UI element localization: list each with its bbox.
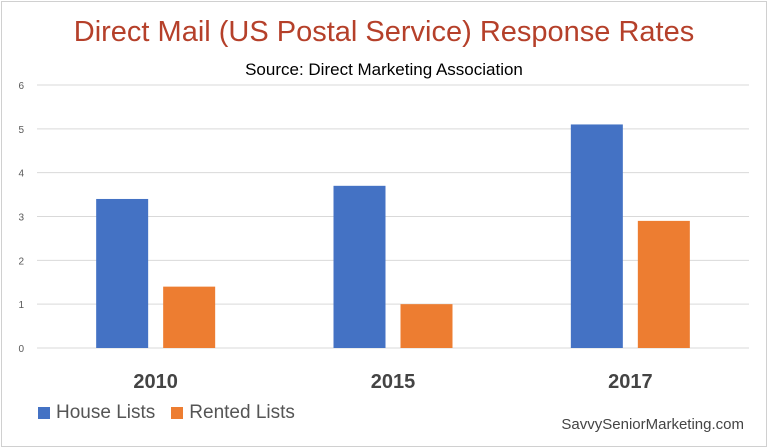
y-tick-label: 6 xyxy=(18,81,24,92)
bar-rented-lists-2010 xyxy=(163,286,216,348)
legend-item-rented-lists: Rented Lists xyxy=(171,402,295,424)
legend-label: Rented Lists xyxy=(189,402,295,423)
legend-label: House Lists xyxy=(56,402,156,423)
legend-swatch-house-lists xyxy=(38,407,50,419)
legend-swatch-rented-lists xyxy=(171,407,184,419)
chart-subtitle: Source: Direct Marketing Association xyxy=(245,60,523,79)
y-tick-label: 1 xyxy=(18,300,24,311)
y-tick-label: 3 xyxy=(18,213,24,224)
credit-text: SavvySeniorMarketing.com xyxy=(561,416,744,433)
bar-rented-lists-2017 xyxy=(637,220,690,348)
bar-rented-lists-2015 xyxy=(400,304,453,348)
x-tick-label: 2010 xyxy=(133,371,178,393)
bar-house-lists-2015 xyxy=(333,185,386,348)
x-tick-label: 2015 xyxy=(371,371,416,393)
y-tick-label: 2 xyxy=(18,256,24,267)
y-tick-label: 4 xyxy=(18,169,24,180)
bar-house-lists-2017 xyxy=(570,124,623,348)
y-tick-label: 0 xyxy=(18,344,24,355)
y-tick-label: 5 xyxy=(18,125,24,136)
chart-title: Direct Mail (US Postal Service) Response… xyxy=(73,16,695,48)
x-tick-label: 2017 xyxy=(608,371,653,393)
bar-house-lists-2010 xyxy=(96,198,149,348)
legend-item-house-lists: House Lists xyxy=(38,402,155,424)
legend: House Lists Rented Lists xyxy=(38,402,311,424)
